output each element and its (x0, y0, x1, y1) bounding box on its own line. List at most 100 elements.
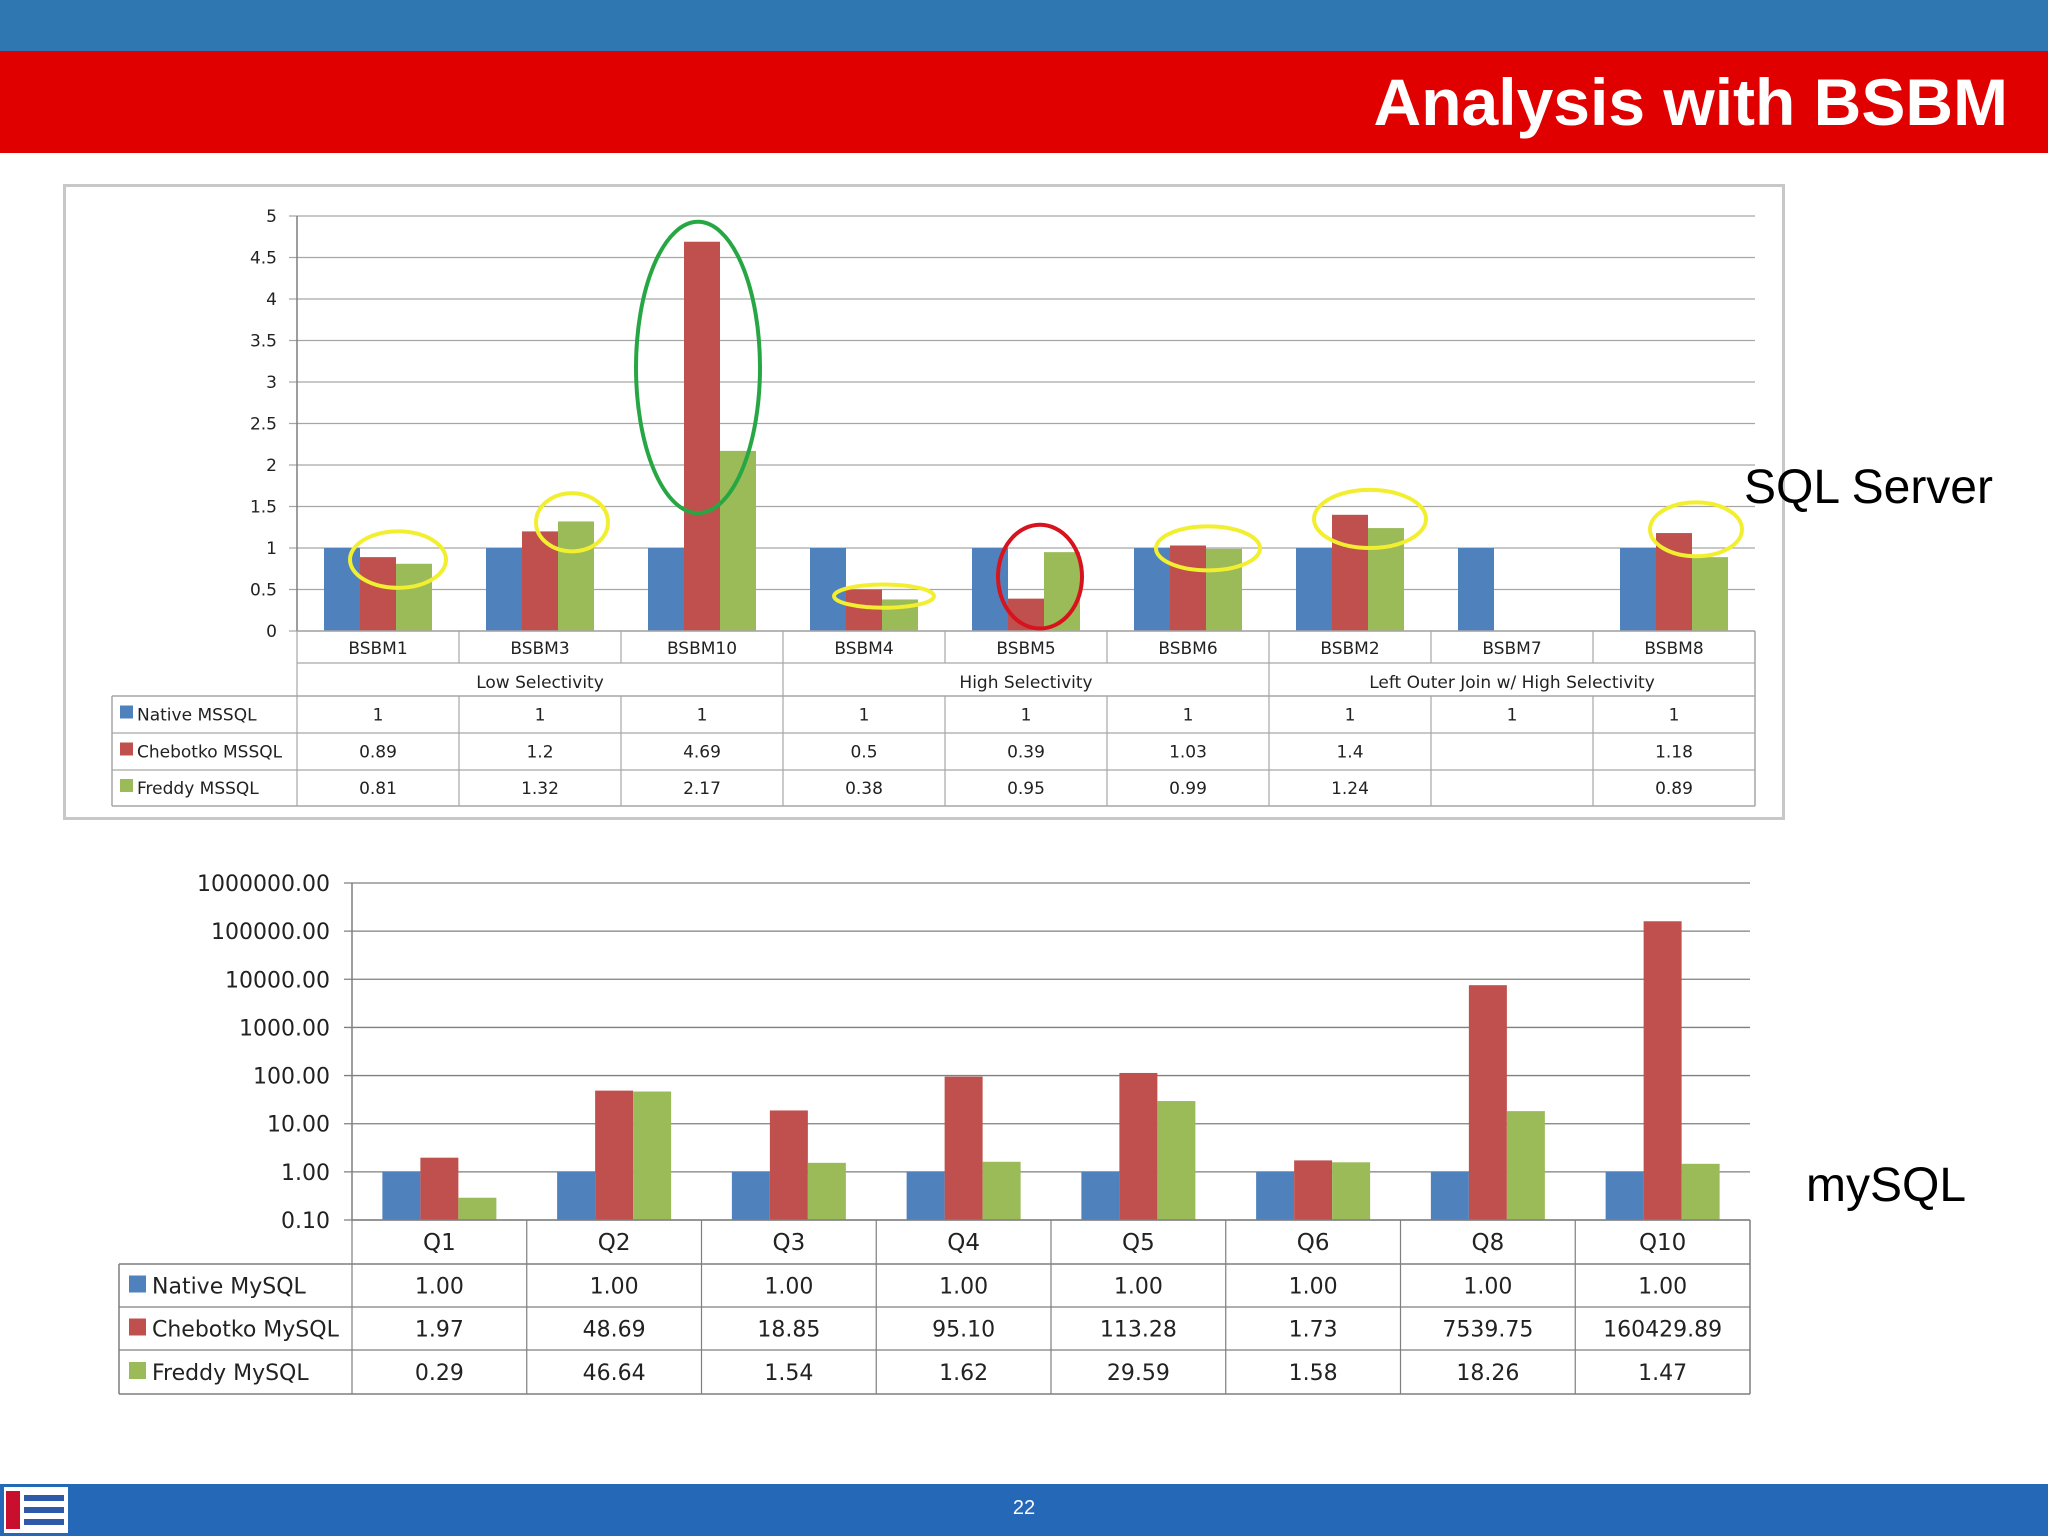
bar (1332, 1162, 1371, 1220)
data-label: 0.39 (1007, 743, 1045, 763)
category-label: Q8 (1472, 1230, 1505, 1256)
bar (1256, 1171, 1295, 1220)
data-label: 1.00 (415, 1275, 464, 1300)
bar (557, 1171, 596, 1220)
data-label: 0.29 (415, 1361, 464, 1386)
data-label: 1 (1183, 706, 1194, 726)
slide-title: Analysis with BSBM (1373, 65, 2008, 139)
bar (1206, 548, 1242, 631)
data-label: 4.69 (683, 743, 721, 763)
bar (1296, 548, 1332, 631)
category-label: BSBM2 (1320, 639, 1379, 659)
bar (1044, 552, 1080, 631)
data-label: 1.2 (526, 743, 553, 763)
legend-swatch (120, 705, 133, 719)
bar (1506, 1111, 1545, 1220)
logo-mark (6, 1491, 20, 1529)
bar (396, 563, 432, 631)
category-label: BSBM5 (996, 639, 1055, 659)
legend-label: Chebotko MySQL (152, 1318, 340, 1343)
y-tick-label: 0.5 (250, 581, 277, 601)
y-tick-label: 2 (266, 456, 277, 476)
bar (1294, 1160, 1333, 1220)
data-label: 1 (697, 706, 708, 726)
logo-line (24, 1507, 64, 1513)
bar (906, 1171, 945, 1220)
bar (982, 1161, 1021, 1220)
annotation-ellipse (1312, 487, 1428, 551)
bar (846, 589, 882, 631)
annotation-ellipse (534, 491, 610, 554)
data-label: 1.00 (1289, 1275, 1338, 1300)
bar (684, 241, 720, 632)
bar (1081, 1171, 1120, 1220)
bar (1170, 545, 1206, 631)
bar (420, 1157, 459, 1220)
chart-frame-sqlserver (63, 184, 1785, 820)
data-label: 1.00 (1114, 1275, 1163, 1300)
bar (807, 1162, 846, 1220)
legend-label: Native MSSQL (137, 706, 257, 726)
top-bar (0, 0, 2048, 51)
y-tick-label: 10.00 (267, 1113, 330, 1138)
data-label: 1.47 (1638, 1361, 1687, 1386)
category-label: BSBM1 (348, 639, 407, 659)
data-label: 160429.89 (1603, 1318, 1722, 1343)
legend-swatch (129, 1362, 146, 1379)
bar (458, 1197, 497, 1220)
data-label: 1.73 (1289, 1318, 1338, 1343)
logo-line (24, 1519, 64, 1525)
y-tick-label: 1000000.00 (197, 872, 330, 897)
bar (731, 1171, 770, 1220)
data-label: 0.99 (1169, 779, 1207, 799)
category-label: BSBM8 (1644, 639, 1703, 659)
data-label: 29.59 (1107, 1361, 1170, 1386)
category-label: BSBM6 (1158, 639, 1217, 659)
data-label: 7539.75 (1442, 1318, 1533, 1343)
legend-label: Freddy MySQL (152, 1361, 309, 1386)
category-label: BSBM10 (667, 639, 737, 659)
data-label: 1 (1669, 706, 1680, 726)
data-label: 1.4 (1336, 743, 1363, 763)
data-label: 1.62 (939, 1361, 988, 1386)
title-bar (0, 51, 2048, 153)
annotation-ellipse (348, 529, 448, 590)
data-label: 1.00 (1638, 1275, 1687, 1300)
bar (1643, 921, 1682, 1220)
y-tick-label: 2.5 (250, 415, 277, 435)
category-label: Q10 (1639, 1230, 1686, 1256)
bar (1430, 1171, 1469, 1220)
y-tick-label: 100000.00 (211, 920, 330, 945)
bar (769, 1110, 808, 1220)
data-label: 1 (535, 706, 546, 726)
data-label: 95.10 (932, 1318, 995, 1343)
legend-swatch (129, 1275, 146, 1293)
group-label: Left Outer Join w/ High Selectivity (1369, 673, 1655, 693)
category-label: BSBM3 (510, 639, 569, 659)
bar (1620, 548, 1656, 631)
bar (360, 557, 396, 631)
data-label: 1.03 (1169, 743, 1207, 763)
data-label: 0.95 (1007, 779, 1045, 799)
data-label: 1 (1345, 706, 1356, 726)
legend-label: Chebotko MSSQL (137, 743, 283, 763)
annotation-ellipse (1154, 524, 1262, 573)
bottom-bar (0, 1484, 2048, 1536)
data-label: 1.00 (1463, 1275, 1512, 1300)
y-tick-label: 1.5 (250, 498, 277, 518)
y-tick-label: 1.00 (281, 1161, 330, 1186)
data-label: 0.89 (359, 743, 397, 763)
data-label: 1.18 (1655, 743, 1693, 763)
y-tick-label: 1 (266, 539, 277, 559)
y-tick-label: 100.00 (253, 1065, 330, 1090)
data-label: 0.89 (1655, 779, 1693, 799)
bar (1681, 1163, 1720, 1220)
logo (4, 1487, 68, 1533)
legend-swatch (120, 779, 133, 792)
data-label: 113.28 (1100, 1318, 1177, 1343)
legend-label: Native MySQL (152, 1275, 307, 1300)
y-tick-label: 1000.00 (239, 1016, 330, 1041)
y-tick-label: 0.10 (281, 1209, 330, 1234)
annotation-ellipse (1648, 500, 1744, 559)
